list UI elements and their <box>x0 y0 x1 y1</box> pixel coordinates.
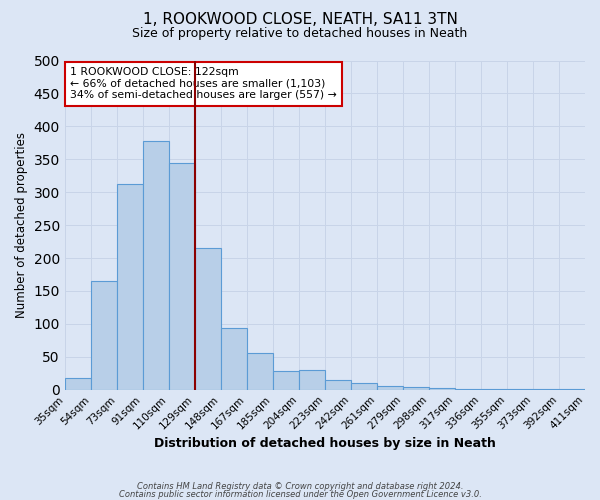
Bar <box>351 383 377 390</box>
Text: 1 ROOKWOOD CLOSE: 122sqm
← 66% of detached houses are smaller (1,103)
34% of sem: 1 ROOKWOOD CLOSE: 122sqm ← 66% of detach… <box>70 67 337 100</box>
Text: Contains public sector information licensed under the Open Government Licence v3: Contains public sector information licen… <box>119 490 481 499</box>
Bar <box>481 389 507 390</box>
Bar <box>143 141 169 390</box>
Bar <box>377 386 403 390</box>
Text: Contains HM Land Registry data © Crown copyright and database right 2024.: Contains HM Land Registry data © Crown c… <box>137 482 463 491</box>
Text: Size of property relative to detached houses in Neath: Size of property relative to detached ho… <box>133 28 467 40</box>
Bar <box>429 388 455 390</box>
Bar <box>559 389 585 390</box>
Bar <box>117 184 143 390</box>
X-axis label: Distribution of detached houses by size in Neath: Distribution of detached houses by size … <box>154 437 496 450</box>
Bar <box>507 389 533 390</box>
Bar <box>273 372 299 390</box>
Bar <box>247 353 273 390</box>
Text: 1, ROOKWOOD CLOSE, NEATH, SA11 3TN: 1, ROOKWOOD CLOSE, NEATH, SA11 3TN <box>143 12 457 28</box>
Bar <box>533 389 559 390</box>
Bar <box>403 387 429 390</box>
Bar <box>221 328 247 390</box>
Bar <box>91 281 117 390</box>
Bar <box>169 162 195 390</box>
Bar <box>65 378 91 390</box>
Y-axis label: Number of detached properties: Number of detached properties <box>15 132 28 318</box>
Bar <box>455 389 481 390</box>
Bar <box>195 248 221 390</box>
Bar <box>299 370 325 390</box>
Bar <box>325 380 351 390</box>
